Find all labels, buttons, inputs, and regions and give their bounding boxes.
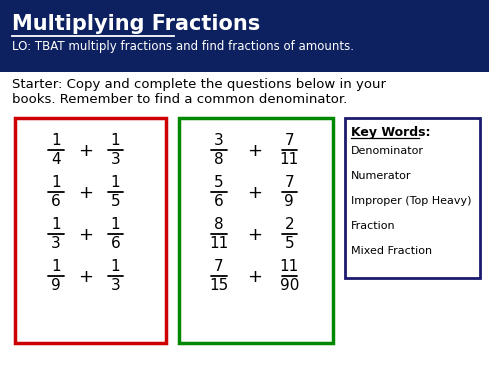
FancyBboxPatch shape xyxy=(179,118,334,343)
Text: +: + xyxy=(246,184,262,202)
Text: 3: 3 xyxy=(214,133,224,148)
Text: Improper (Top Heavy): Improper (Top Heavy) xyxy=(351,196,472,206)
Text: 11: 11 xyxy=(210,236,229,251)
Text: 8: 8 xyxy=(214,152,224,167)
Text: Key Words:: Key Words: xyxy=(351,126,430,139)
Text: 1: 1 xyxy=(110,175,120,190)
FancyBboxPatch shape xyxy=(14,118,166,343)
FancyBboxPatch shape xyxy=(345,118,480,278)
Text: 3: 3 xyxy=(110,278,120,293)
Text: 90: 90 xyxy=(280,278,299,293)
Text: 11: 11 xyxy=(280,152,299,167)
Text: 15: 15 xyxy=(210,278,229,293)
Text: 1: 1 xyxy=(110,133,120,148)
Text: Numerator: Numerator xyxy=(351,171,412,181)
Text: 8: 8 xyxy=(214,217,224,232)
Text: 4: 4 xyxy=(51,152,60,167)
Text: Fraction: Fraction xyxy=(351,221,396,231)
Text: +: + xyxy=(246,268,262,286)
Text: 1: 1 xyxy=(51,259,60,274)
Text: +: + xyxy=(246,226,262,244)
Text: Mixed Fraction: Mixed Fraction xyxy=(351,246,432,256)
Text: 7: 7 xyxy=(284,175,294,190)
Text: 3: 3 xyxy=(110,152,120,167)
Text: +: + xyxy=(246,142,262,160)
Text: 7: 7 xyxy=(214,259,224,274)
Text: 5: 5 xyxy=(284,236,294,251)
Text: 7: 7 xyxy=(284,133,294,148)
Text: 3: 3 xyxy=(51,236,60,251)
Text: 5: 5 xyxy=(110,194,120,209)
Text: 1: 1 xyxy=(51,175,60,190)
Text: 11: 11 xyxy=(280,259,299,274)
Text: 6: 6 xyxy=(51,194,60,209)
Text: 6: 6 xyxy=(110,236,120,251)
Text: 9: 9 xyxy=(51,278,60,293)
Text: 9: 9 xyxy=(284,194,294,209)
Text: +: + xyxy=(78,268,93,286)
Text: +: + xyxy=(78,184,93,202)
Text: 2: 2 xyxy=(284,217,294,232)
Text: Starter: Copy and complete the questions below in your
books. Remember to find a: Starter: Copy and complete the questions… xyxy=(12,78,386,106)
Text: 6: 6 xyxy=(214,194,224,209)
Text: 1: 1 xyxy=(110,217,120,232)
Text: 1: 1 xyxy=(110,259,120,274)
Text: +: + xyxy=(78,142,93,160)
Text: 5: 5 xyxy=(214,175,224,190)
FancyBboxPatch shape xyxy=(0,0,489,72)
Text: 1: 1 xyxy=(51,217,60,232)
Text: LO: TBAT multiply fractions and find fractions of amounts.: LO: TBAT multiply fractions and find fra… xyxy=(12,40,353,53)
Text: 1: 1 xyxy=(51,133,60,148)
Text: Denominator: Denominator xyxy=(351,146,424,156)
Text: Multiplying Fractions: Multiplying Fractions xyxy=(12,14,260,34)
Text: +: + xyxy=(78,226,93,244)
